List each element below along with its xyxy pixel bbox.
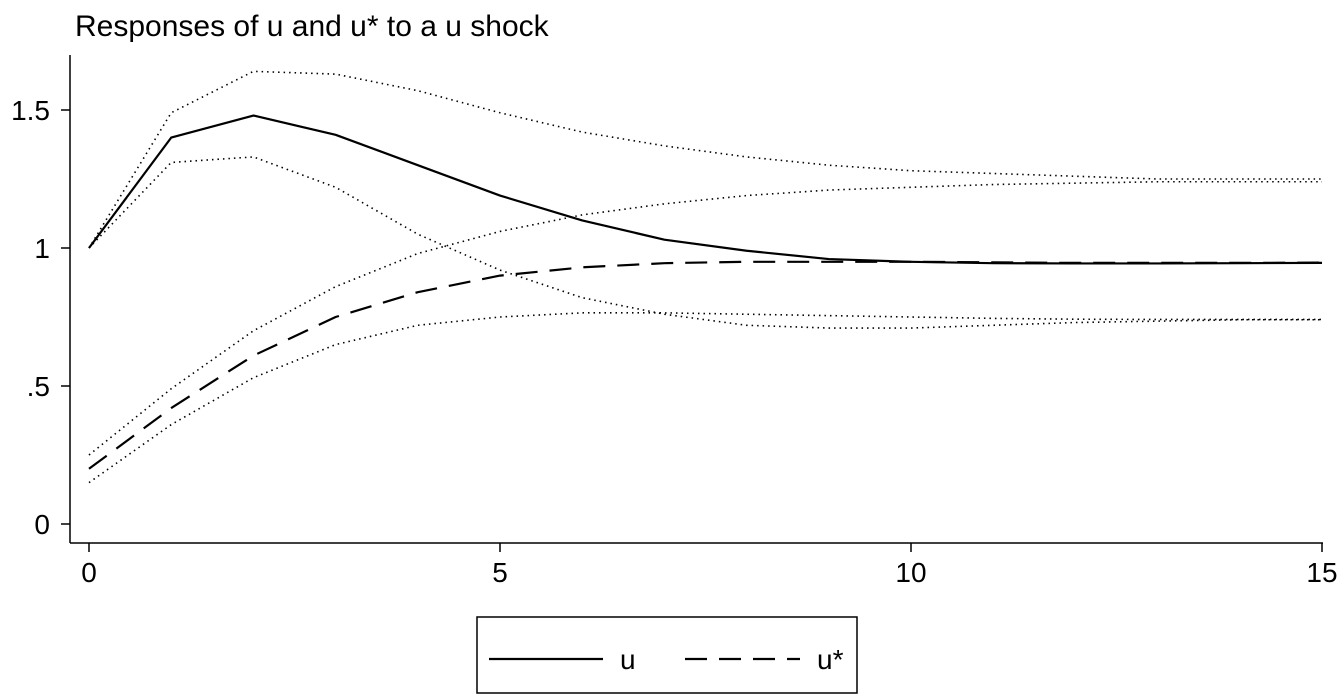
series-u-line — [88, 114, 1323, 265]
confidence-bound-line-2 — [88, 156, 1322, 329]
x-tick-label: 10 — [895, 557, 926, 588]
confidence-bound-line-4 — [88, 312, 1322, 484]
legend-label-u: u — [620, 644, 636, 675]
legend-label-u-star: u* — [817, 644, 844, 675]
x-tick-label: 5 — [492, 557, 508, 588]
confidence-bound-line-3 — [88, 180, 1322, 456]
axes: 0 .5 1 1.5 0 5 10 15 — [11, 55, 1338, 588]
legend-box — [476, 616, 858, 694]
series-group — [88, 70, 1323, 484]
confidence-bound-line-1 — [88, 70, 1322, 249]
y-tick-label: 1 — [34, 233, 50, 264]
chart-title: Responses of u and u* to a u shock — [75, 10, 550, 43]
legend: u u* — [476, 616, 858, 694]
y-tick-label: .5 — [27, 371, 50, 402]
y-tick-label: 1.5 — [11, 95, 50, 126]
x-tick-label: 15 — [1306, 557, 1337, 588]
x-tick-label: 0 — [81, 557, 97, 588]
y-tick-label: 0 — [34, 509, 50, 540]
series-u-star-line — [88, 260, 1323, 470]
